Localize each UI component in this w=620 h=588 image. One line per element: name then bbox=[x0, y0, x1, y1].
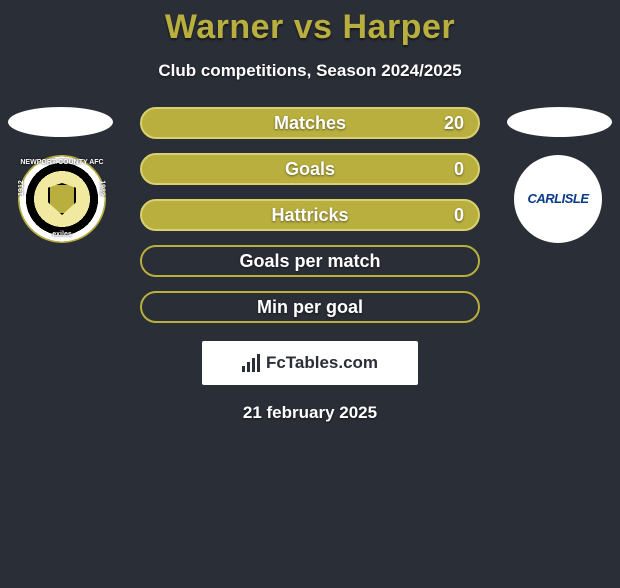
page-title: Warner vs Harper bbox=[0, 8, 620, 47]
stat-label: Min per goal bbox=[257, 297, 363, 318]
stat-label: Matches bbox=[274, 113, 346, 134]
stat-value-right: 20 bbox=[444, 113, 464, 134]
stat-bar-min-per-goal: Min per goal bbox=[140, 291, 480, 323]
club-left-ring-top: NEWPORT COUNTY AFC bbox=[20, 159, 103, 167]
date-label: 21 february 2025 bbox=[0, 403, 620, 423]
stat-value-right: 0 bbox=[454, 159, 464, 180]
club-badge-left: NEWPORT COUNTY AFC exiles 1912 1989 bbox=[18, 155, 106, 243]
club-left-ring-bottom: exiles bbox=[52, 231, 71, 239]
club-badge-right: CARLISLE bbox=[514, 155, 602, 243]
subtitle: Club competitions, Season 2024/2025 bbox=[0, 61, 620, 81]
bar-chart-icon bbox=[242, 354, 260, 372]
stat-label: Hattricks bbox=[271, 205, 348, 226]
club-left-ring-right: 1989 bbox=[98, 180, 106, 196]
site-badge: FcTables.com bbox=[202, 341, 418, 385]
stat-label: Goals bbox=[285, 159, 335, 180]
stat-bar-goals: Goals 0 bbox=[140, 153, 480, 185]
stat-bar-matches: Matches 20 bbox=[140, 107, 480, 139]
player-avatar-left bbox=[8, 107, 113, 137]
club-right-label: CARLISLE bbox=[528, 192, 589, 206]
club-left-ring-left: 1912 bbox=[18, 180, 26, 196]
comparison-panel: NEWPORT COUNTY AFC exiles 1912 1989 CARL… bbox=[0, 107, 620, 423]
stat-label: Goals per match bbox=[239, 251, 380, 272]
player-avatar-right bbox=[507, 107, 612, 137]
club-left-shield-icon bbox=[48, 183, 76, 215]
stat-bars: Matches 20 Goals 0 Hattricks 0 Goals per… bbox=[140, 107, 480, 323]
stat-bar-hattricks: Hattricks 0 bbox=[140, 199, 480, 231]
stat-bar-goals-per-match: Goals per match bbox=[140, 245, 480, 277]
stat-value-right: 0 bbox=[454, 205, 464, 226]
site-badge-text: FcTables.com bbox=[266, 353, 378, 373]
